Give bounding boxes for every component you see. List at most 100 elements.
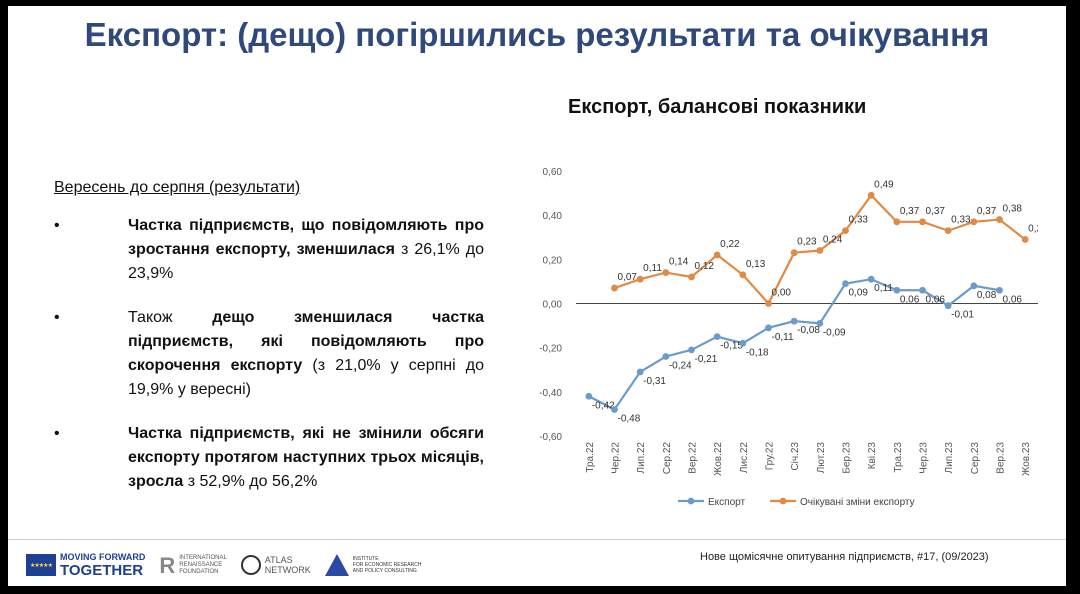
data-point bbox=[842, 280, 849, 288]
ier-line: INSTITUTE bbox=[352, 556, 379, 562]
data-point bbox=[739, 339, 747, 347]
bullet-item: • Частка підприємств, що повідомляють пр… bbox=[54, 214, 484, 286]
ier-line: FOR ECONOMIC RESEARCH bbox=[352, 562, 422, 568]
data-point bbox=[842, 227, 849, 235]
eu-logo-line2: TOGETHER bbox=[60, 562, 144, 579]
data-label: 0,38 bbox=[1003, 204, 1023, 215]
data-label: -0,21 bbox=[695, 354, 718, 365]
data-point bbox=[919, 286, 926, 294]
data-label: 0,08 bbox=[977, 290, 997, 301]
data-label: -0,18 bbox=[746, 347, 769, 358]
source-note: Нове щомісячне опитування підприємств, #… bbox=[700, 551, 989, 563]
data-point bbox=[893, 286, 901, 294]
data-label: -0,01 bbox=[951, 310, 974, 321]
bullet-item: • Також дещо зменшилася частка підприємс… bbox=[54, 306, 484, 402]
irf-line: RENAISSANCE bbox=[179, 561, 223, 568]
data-point bbox=[919, 218, 926, 226]
bullet-dot: • bbox=[54, 217, 60, 234]
data-label: 0,00 bbox=[772, 288, 792, 299]
data-label: 0,11 bbox=[643, 263, 662, 274]
irf-logo: R INTERNATIONAL RENAISSANCE FOUNDATION bbox=[159, 552, 227, 578]
data-label: 0,06 bbox=[1003, 294, 1023, 305]
ier-triangle-icon bbox=[324, 554, 349, 576]
data-label: 0,37 bbox=[926, 206, 946, 217]
x-tick-label: Лип.23 bbox=[944, 442, 955, 474]
atlas-line: ATLAS bbox=[264, 555, 293, 565]
data-point bbox=[713, 251, 721, 259]
data-point bbox=[1021, 236, 1029, 243]
data-point bbox=[688, 273, 695, 281]
data-label: 0,13 bbox=[746, 259, 766, 270]
bullet-text: Також bbox=[128, 309, 213, 326]
x-tick-label: Чер.22 bbox=[611, 442, 622, 474]
data-label: -0,09 bbox=[823, 327, 846, 338]
data-label: 0,37 bbox=[900, 206, 920, 217]
footer-divider bbox=[8, 539, 1066, 540]
data-label: 0,29 bbox=[1028, 223, 1038, 234]
legend-marker bbox=[687, 497, 695, 505]
data-point bbox=[944, 302, 952, 310]
data-label: -0,24 bbox=[669, 361, 692, 372]
bullet-dot: • bbox=[54, 425, 60, 442]
data-point bbox=[867, 275, 875, 283]
results-subtitle: Вересень до серпня (результати) bbox=[54, 179, 301, 196]
data-label: 0,24 bbox=[823, 235, 843, 246]
irf-line: INTERNATIONAL bbox=[179, 554, 227, 561]
data-label: -0,11 bbox=[772, 332, 794, 343]
data-point bbox=[636, 275, 644, 283]
slide: Експорт: (дещо) погіршились результати т… bbox=[8, 6, 1066, 586]
ier-logo: INSTITUTE FOR ECONOMIC RESEARCH AND POLI… bbox=[324, 554, 422, 576]
data-point bbox=[662, 353, 670, 360]
irf-line: FOUNDATION bbox=[179, 568, 219, 575]
x-tick-label: Вер.23 bbox=[996, 442, 1007, 474]
bullet-item: • Частка підприємств, які не змінили обс… bbox=[54, 422, 484, 494]
data-point bbox=[713, 333, 721, 341]
data-point bbox=[867, 191, 875, 199]
y-tick-label: -0,40 bbox=[539, 388, 562, 399]
data-point bbox=[765, 324, 772, 332]
export-balance-chart: -0,60 -0,40 -0,20 0,00 0,20 0,40 0,60 Тра.22 Чер… bbox=[539, 167, 1038, 508]
data-label: -0,31 bbox=[643, 376, 666, 387]
data-point bbox=[970, 218, 978, 226]
data-point bbox=[790, 249, 798, 257]
x-tick-label: Лип.22 bbox=[636, 442, 647, 474]
x-tick-label: Сер.22 bbox=[662, 442, 673, 475]
data-point bbox=[816, 319, 824, 327]
legend-label: Експорт bbox=[708, 497, 745, 508]
y-tick-label: -0,60 bbox=[539, 432, 562, 443]
data-point bbox=[585, 392, 593, 400]
data-label: -0,48 bbox=[618, 414, 641, 425]
data-label: 0,49 bbox=[874, 179, 894, 190]
legend-label: Очікувані зміни експорту bbox=[800, 497, 915, 508]
slide-title: Експорт: (дещо) погіршились результати т… bbox=[84, 16, 990, 53]
data-label: 0,06 bbox=[900, 294, 920, 305]
bullet-text: (з 21,0% у серпні до 19,9% у вересні) bbox=[128, 357, 485, 398]
legend-marker bbox=[779, 497, 787, 505]
x-tick-label: Вер.22 bbox=[688, 442, 699, 474]
bullet-dot: • bbox=[54, 309, 60, 326]
data-point bbox=[636, 368, 644, 376]
bullet-bold-text: Частка підприємств, які не змінили обсяг… bbox=[128, 425, 484, 490]
data-point bbox=[893, 218, 901, 226]
data-label: 0,09 bbox=[849, 288, 869, 299]
ier-line: AND POLICY CONSULTING bbox=[352, 568, 417, 574]
x-tick-label: Бер.23 bbox=[842, 442, 853, 474]
data-point bbox=[996, 286, 1003, 294]
irf-mark-icon: R bbox=[159, 552, 176, 578]
atlas-logo: ATLAS NETWORK bbox=[240, 555, 311, 575]
data-label: 0,11 bbox=[874, 283, 893, 294]
left-panel: Вересень до серпня (результати) • Частка… bbox=[54, 176, 484, 514]
eu-logo: ★★★★★ MOVING FORWARD TOGETHER bbox=[26, 552, 145, 578]
data-label: 0,14 bbox=[669, 257, 689, 268]
data-point bbox=[688, 346, 695, 354]
partner-logos: ★★★★★ MOVING FORWARD TOGETHER R INTERNAT… bbox=[26, 550, 421, 580]
y-tick-label: -0,20 bbox=[539, 344, 562, 355]
data-label: 0,23 bbox=[797, 237, 817, 248]
x-tick-label: Кві.23 bbox=[867, 442, 878, 470]
data-label: 0,33 bbox=[951, 215, 971, 226]
x-tick-label: Чер.23 bbox=[919, 442, 930, 474]
data-point bbox=[662, 269, 670, 276]
data-point bbox=[944, 227, 952, 235]
y-tick-label: 0,00 bbox=[543, 300, 563, 311]
data-point bbox=[739, 271, 747, 279]
